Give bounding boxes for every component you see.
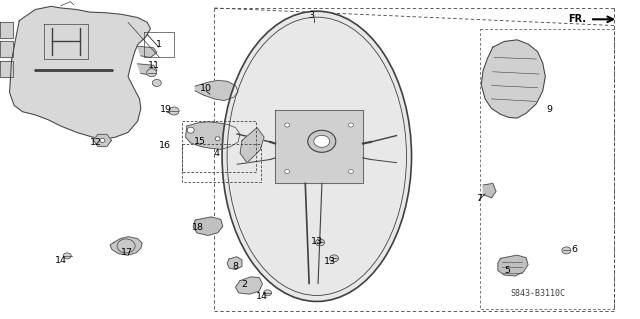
Ellipse shape [316, 239, 324, 246]
Polygon shape [0, 22, 13, 38]
Ellipse shape [169, 107, 179, 115]
Text: 10: 10 [200, 84, 212, 93]
Text: 8: 8 [232, 262, 239, 271]
Ellipse shape [264, 290, 271, 296]
Text: 19: 19 [161, 105, 172, 114]
Ellipse shape [215, 137, 220, 141]
Ellipse shape [348, 169, 353, 174]
Text: 13: 13 [311, 237, 323, 246]
Polygon shape [227, 257, 242, 270]
Polygon shape [498, 255, 528, 276]
Polygon shape [138, 64, 157, 75]
Ellipse shape [222, 11, 412, 301]
Text: S843-B3110C: S843-B3110C [510, 289, 565, 298]
Text: 13: 13 [324, 257, 335, 266]
Polygon shape [10, 6, 150, 139]
Polygon shape [195, 80, 238, 100]
Polygon shape [0, 41, 13, 57]
Text: 7: 7 [476, 194, 482, 203]
Polygon shape [275, 110, 363, 183]
Ellipse shape [314, 135, 330, 147]
Text: 4: 4 [213, 149, 220, 158]
Text: 14: 14 [257, 292, 268, 301]
Ellipse shape [285, 169, 290, 174]
Text: 18: 18 [193, 223, 204, 232]
Text: 15: 15 [194, 137, 205, 146]
Ellipse shape [330, 255, 339, 262]
Polygon shape [0, 61, 13, 77]
Ellipse shape [188, 127, 194, 133]
Text: 14: 14 [55, 256, 67, 265]
Ellipse shape [285, 123, 290, 127]
Polygon shape [236, 277, 262, 294]
Ellipse shape [147, 69, 157, 77]
Ellipse shape [100, 138, 105, 142]
Ellipse shape [348, 123, 353, 127]
Text: 1: 1 [156, 40, 162, 49]
Polygon shape [193, 217, 223, 235]
Text: 5: 5 [504, 266, 510, 275]
Ellipse shape [308, 130, 336, 152]
Polygon shape [483, 183, 496, 198]
Ellipse shape [63, 253, 71, 259]
Text: 17: 17 [121, 248, 132, 257]
Text: 3: 3 [308, 11, 315, 20]
Text: 6: 6 [571, 245, 577, 254]
Polygon shape [240, 128, 264, 163]
Polygon shape [481, 40, 545, 118]
Text: FR.: FR. [568, 14, 586, 24]
Text: 12: 12 [90, 138, 102, 147]
Text: 11: 11 [148, 61, 159, 70]
Ellipse shape [152, 79, 161, 86]
Polygon shape [186, 122, 240, 149]
Polygon shape [138, 46, 157, 57]
Polygon shape [93, 134, 111, 146]
Text: 16: 16 [159, 141, 171, 150]
Text: 9: 9 [546, 105, 552, 114]
Ellipse shape [562, 247, 571, 254]
Polygon shape [110, 237, 142, 255]
Text: 2: 2 [241, 280, 248, 289]
